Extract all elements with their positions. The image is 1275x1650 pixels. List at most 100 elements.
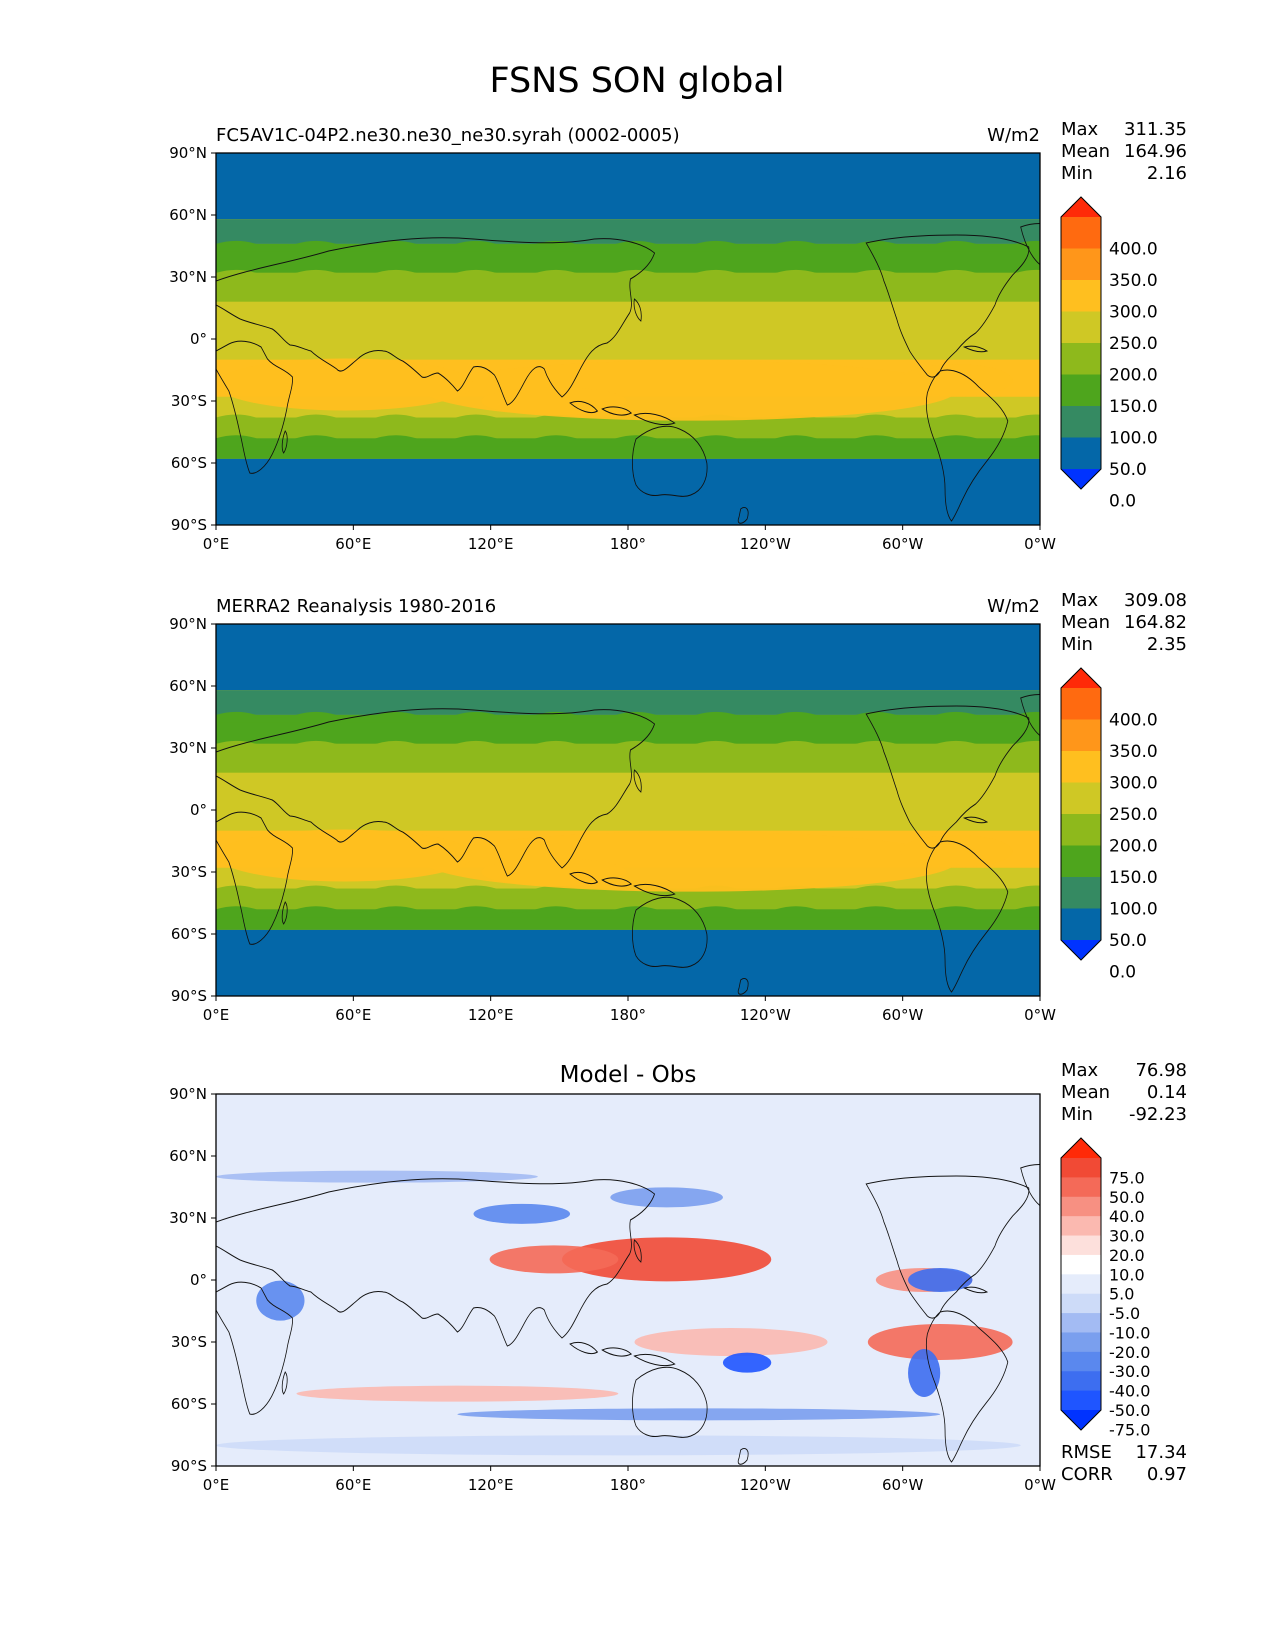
colorbar-segment	[1061, 1158, 1101, 1178]
x-tick-label: 180°	[610, 1476, 646, 1494]
map-band-edge	[216, 885, 1040, 897]
map-highlight	[899, 835, 1013, 868]
map-panel-reference: MERRA2 Reanalysis 1980-2016 W/m2 0°E 60°E 12…	[169, 590, 1187, 1024]
y-tick-label: 90°S	[171, 516, 207, 534]
colorbar-label: 0.0	[1109, 963, 1136, 983]
map-anomaly	[908, 1349, 941, 1397]
y-tick-label: 90°S	[171, 1457, 207, 1475]
y-tick-label: 90°N	[169, 615, 207, 633]
colorbar-label: 200.0	[1109, 837, 1158, 857]
map-anomaly	[867, 1324, 1013, 1360]
colorbar-outline	[1060, 667, 1102, 961]
colorbar-segment	[1061, 1274, 1101, 1295]
colorbar-label: 300.0	[1109, 303, 1158, 323]
y-tick-label: 0°	[190, 330, 207, 348]
stat-label-mean: Mean	[1061, 1082, 1110, 1103]
map-field	[216, 1094, 1040, 1466]
x-tick-label: 0°W	[1024, 1476, 1056, 1494]
colorbar-segment	[1061, 1293, 1101, 1314]
colorbar-outline	[1060, 1137, 1102, 1431]
x-tick-label: 60°E	[335, 535, 371, 553]
colorbar-label: 40.0	[1109, 1207, 1145, 1226]
colorbar-segment	[1061, 1196, 1101, 1217]
colorbar-label: -75.0	[1109, 1420, 1150, 1439]
colorbar-extend-max	[1061, 1138, 1101, 1158]
colorbar-segment	[1061, 343, 1101, 375]
x-tick-label: 60°W	[882, 1476, 924, 1494]
y-tick-label: 60°N	[169, 677, 207, 695]
colorbar-label: -50.0	[1109, 1401, 1150, 1420]
map-highlight	[425, 831, 957, 892]
map-band	[216, 772, 1040, 831]
stat-label-rmse: RMSE	[1061, 1442, 1112, 1463]
colorbar-label: 250.0	[1109, 334, 1158, 354]
colorbar-label: -20.0	[1109, 1343, 1150, 1362]
colorbar-segment	[1061, 1332, 1101, 1353]
colorbar-label: 350.0	[1109, 271, 1158, 291]
map-anomaly	[473, 1203, 571, 1224]
stat-label-max: Max	[1061, 590, 1099, 611]
map-band	[216, 458, 1040, 525]
x-tick-label: 120°W	[740, 1006, 791, 1024]
map-field	[216, 153, 1040, 525]
colorbar-label: -5.0	[1109, 1304, 1140, 1323]
colorbar-segment	[1061, 688, 1101, 720]
x-tick-label: 60°W	[882, 535, 924, 553]
stat-label-mean: Mean	[1061, 612, 1110, 633]
map-anomaly	[562, 1237, 772, 1282]
map-band-edge	[216, 435, 1040, 447]
map-band-edge	[216, 740, 1040, 752]
y-tick-label: 90°N	[169, 144, 207, 162]
colorbar-segment	[1061, 877, 1101, 909]
y-tick-label: 60°N	[169, 206, 207, 224]
map-anomaly	[908, 1268, 973, 1292]
colorbar-extend-max	[1061, 668, 1101, 688]
map-field	[216, 624, 1040, 996]
map-anomaly	[722, 1352, 772, 1373]
colorbar-label: 150.0	[1109, 868, 1158, 888]
x-tick-label: 120°E	[468, 535, 514, 553]
colorbar-label: -40.0	[1109, 1382, 1150, 1401]
stat-label-corr: CORR	[1061, 1464, 1113, 1485]
x-tick-label: 0°E	[203, 535, 230, 553]
stat-value-max: 311.35	[1124, 119, 1187, 140]
colorbar-segment	[1061, 908, 1101, 941]
colorbar-segment	[1061, 1177, 1101, 1198]
map-band-edge	[216, 414, 1040, 426]
y-tick-label: 30°S	[171, 1333, 207, 1351]
map-highlight	[216, 358, 474, 411]
map-band	[216, 219, 1040, 244]
y-tick-label: 90°N	[169, 1085, 207, 1103]
colorbar: 75.050.040.030.020.010.05.0-5.0-10.0-20.…	[1060, 1137, 1150, 1439]
map-band-edge	[216, 906, 1040, 918]
map-highlight	[425, 360, 957, 421]
x-tick-label: 120°E	[468, 1476, 514, 1494]
x-tick-label: 120°W	[740, 535, 791, 553]
stat-value-corr: 0.97	[1147, 1464, 1187, 1485]
y-tick-label: 30°N	[169, 739, 207, 757]
map-band	[216, 929, 1040, 996]
map-highlight	[216, 829, 474, 882]
colorbar-label: 30.0	[1109, 1227, 1145, 1246]
colorbar-segment	[1061, 311, 1101, 344]
colorbar-segment	[1061, 1351, 1101, 1372]
colorbar-label: 400.0	[1109, 240, 1158, 260]
colorbar-label: 400.0	[1109, 711, 1158, 731]
x-tick-label: 0°E	[203, 1476, 230, 1494]
colorbar-segment	[1061, 814, 1101, 846]
colorbar-label: 300.0	[1109, 774, 1158, 794]
map-highlight	[899, 364, 1013, 397]
colorbar-label: 150.0	[1109, 397, 1158, 417]
colorbar-extend-min	[1061, 1410, 1101, 1430]
colorbar: 400.0 350.0 300.0 250.0 200.0 150.0 100.0 50.0 0…	[1060, 196, 1158, 512]
colorbar: 400.0 350.0 300.0 250.0 200.0 150.0 100.0 50.0 0…	[1060, 667, 1158, 983]
x-tick-label: 120°E	[468, 1006, 514, 1024]
stat-value-min: 2.35	[1147, 634, 1187, 655]
y-tick-label: 60°S	[171, 1395, 207, 1413]
stat-label-min: Min	[1061, 163, 1093, 184]
map-panel-difference: Model - Obs 0°E 60°E 120°E 180° 120°W 60°W 0°W 9…	[169, 1060, 1187, 1494]
x-tick-label: 60°W	[882, 1006, 924, 1024]
colorbar-extend-max	[1061, 197, 1101, 217]
colorbar-segment	[1061, 280, 1101, 312]
y-tick-label: 30°S	[171, 392, 207, 410]
